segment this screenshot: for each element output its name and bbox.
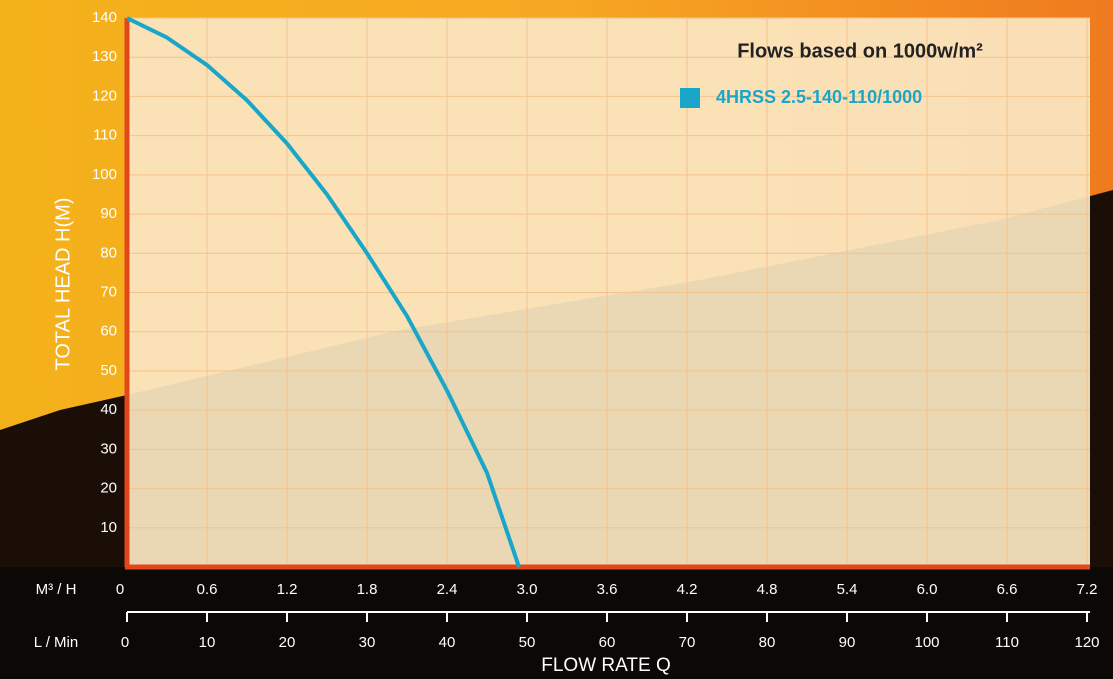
y-tick-label: 100 <box>92 166 117 183</box>
y-tick-label: 110 <box>93 127 117 144</box>
x2-tick-label: 50 <box>519 634 536 651</box>
x-tick-label: 6.6 <box>997 581 1018 598</box>
x-tick-label: 5.4 <box>837 581 858 598</box>
x-tick-label: 0.6 <box>197 581 218 598</box>
legend-swatch <box>680 88 700 108</box>
y-tick-label: 80 <box>100 244 117 261</box>
y-tick-label: 120 <box>92 87 117 104</box>
y-tick-label: 140 <box>92 9 117 26</box>
y-tick-label: 20 <box>100 480 117 497</box>
y-tick-label: 50 <box>100 362 117 379</box>
x-tick-label: 2.4 <box>437 581 458 598</box>
y-axis-label: TOTAL HEAD H(M) <box>52 198 74 371</box>
x-tick-label: 1.2 <box>277 581 298 598</box>
x2-tick-label: 60 <box>599 634 616 651</box>
y-tick-label: 10 <box>100 519 117 536</box>
x2-unit: L / Min <box>34 634 78 651</box>
x2-tick-label: 110 <box>995 634 1019 651</box>
y-tick-label: 70 <box>100 283 117 300</box>
x-unit: M³ / H <box>36 581 77 598</box>
y-tick-label: 130 <box>92 48 117 65</box>
x-tick-label: 7.2 <box>1077 581 1098 598</box>
x-tick-label: 1.8 <box>357 581 378 598</box>
x-tick-label: 6.0 <box>917 581 938 598</box>
x-tick-label: 4.8 <box>757 581 778 598</box>
x2-tick-label: 0 <box>121 634 129 651</box>
x-tick-label: 3.0 <box>517 581 538 598</box>
x2-tick-label: 10 <box>199 634 216 651</box>
chart: TOTAL HEAD H(M) Flows based on 1000w/m² … <box>0 0 1113 679</box>
y-tick-label: 60 <box>100 323 117 340</box>
x2-tick-label: 90 <box>839 634 856 651</box>
x2-tick-label: 80 <box>759 634 776 651</box>
x-tick-label: 3.6 <box>597 581 618 598</box>
legend-label: 4HRSS 2.5-140-110/1000 <box>716 87 922 107</box>
x2-tick-label: 100 <box>914 634 939 651</box>
x-tick-label: 0 <box>116 581 124 598</box>
x-axis-label: FLOW RATE Q <box>541 655 670 676</box>
legend-title: Flows based on 1000w/m² <box>737 40 983 62</box>
x2-tick-label: 20 <box>279 634 296 651</box>
x2-tick-label: 30 <box>359 634 376 651</box>
x2-tick-label: 40 <box>439 634 456 651</box>
x-tick-label: 4.2 <box>677 581 698 598</box>
y-tick-label: 30 <box>100 440 117 457</box>
y-tick-label: 90 <box>100 205 117 222</box>
y-tick-label: 40 <box>100 401 117 418</box>
x2-tick-label: 70 <box>679 634 696 651</box>
page: TOTAL HEAD H(M) Flows based on 1000w/m² … <box>0 0 1113 679</box>
x2-tick-label: 120 <box>1074 634 1099 651</box>
